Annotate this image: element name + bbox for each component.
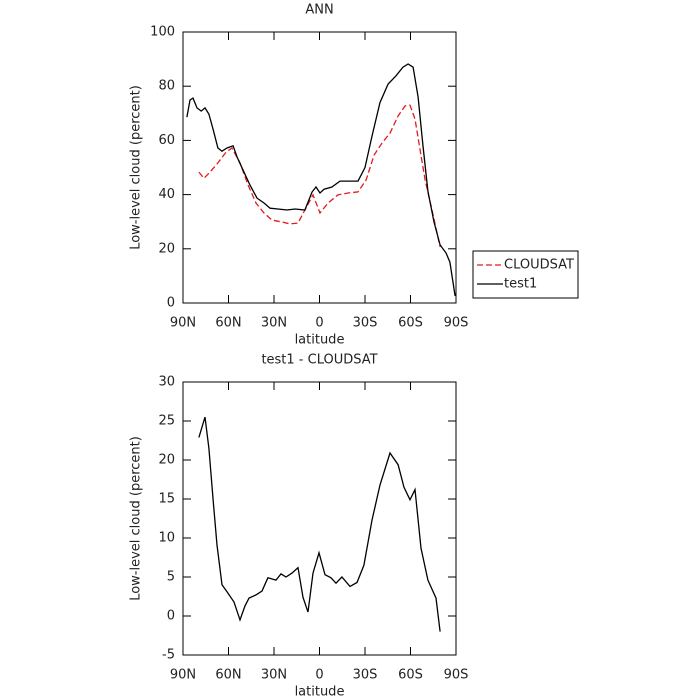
x-tick-label: 90N xyxy=(170,668,196,683)
y-tick-label: 0 xyxy=(167,296,175,311)
x-tick-label: 30S xyxy=(353,668,378,683)
plot-frame xyxy=(182,381,457,656)
y-tick-label: 20 xyxy=(158,453,175,468)
chart-title: ANN xyxy=(305,3,333,18)
x-tick-label: 30N xyxy=(261,316,287,331)
x-axis-label: latitude xyxy=(295,685,345,700)
x-tick-label: 60S xyxy=(398,668,423,683)
chart-title: test1 - CLOUDSAT xyxy=(261,353,377,368)
x-tick-label: 0 xyxy=(315,668,323,683)
y-tick-label: 5 xyxy=(167,570,175,585)
x-axis-label: latitude xyxy=(295,333,345,348)
y-tick-label: 0 xyxy=(167,609,175,624)
y-axis-label: Low-level cloud (percent) xyxy=(129,436,144,601)
legend-label: CLOUDSAT xyxy=(504,258,574,273)
x-tick-label: 30S xyxy=(353,316,378,331)
y-axis-label: Low-level cloud (percent) xyxy=(129,85,144,250)
x-tick-label: 60N xyxy=(215,668,241,683)
legend-box xyxy=(472,250,579,299)
x-tick-label: 30N xyxy=(261,668,287,683)
data-line xyxy=(186,63,456,297)
x-tick-label: 90S xyxy=(444,316,469,331)
x-tick-label: 60S xyxy=(398,316,423,331)
y-tick-label: 60 xyxy=(158,133,175,148)
y-tick-label: 100 xyxy=(150,25,175,40)
y-tick-label: 80 xyxy=(158,79,175,94)
y-tick-label: 15 xyxy=(158,492,175,507)
x-tick-label: 60N xyxy=(215,316,241,331)
y-tick-label: -5 xyxy=(162,648,175,663)
data-line xyxy=(198,416,441,632)
y-tick-label: 25 xyxy=(158,414,175,429)
x-tick-label: 0 xyxy=(315,316,323,331)
plot-frame xyxy=(182,31,457,304)
y-tick-label: 40 xyxy=(158,187,175,202)
y-tick-label: 10 xyxy=(158,531,175,546)
x-tick-label: 90S xyxy=(444,668,469,683)
legend-label: test1 xyxy=(504,277,537,292)
x-tick-label: 90N xyxy=(170,316,196,331)
data-line xyxy=(198,104,441,248)
y-tick-label: 20 xyxy=(158,241,175,256)
y-tick-label: 30 xyxy=(158,375,175,390)
